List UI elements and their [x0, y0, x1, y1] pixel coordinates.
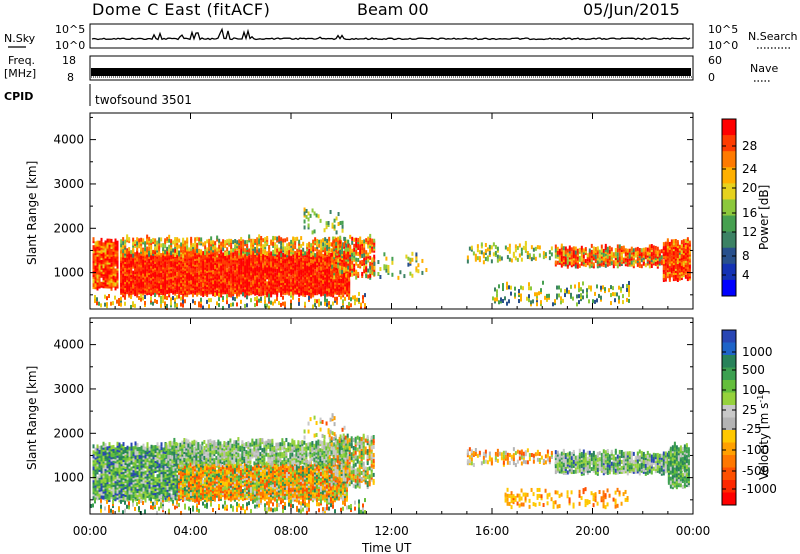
time-axis-label: Time UT — [361, 541, 412, 554]
date-label: 05/Jun/2015 — [583, 0, 680, 19]
time-tick-label-5: 20:00 — [575, 524, 610, 538]
nsky-trace — [92, 29, 690, 39]
time-tick-label-4: 16:00 — [475, 524, 510, 538]
freq-strip: Freq. [MHz] 18 8 60 0 Nave — [4, 54, 778, 84]
freq-tick-bottom: 8 — [67, 71, 74, 84]
velocity-colorbar-tick-label-1: 500 — [742, 363, 765, 377]
power-colorbar-tick-label-2: 20 — [742, 181, 757, 195]
power-colorbar-swatch-2 — [722, 151, 736, 168]
cpid-strip: CPID twofsound 3501 — [4, 84, 192, 107]
time-tick-label-0: 00:00 — [73, 524, 108, 538]
freq-tick-top: 18 — [62, 54, 76, 67]
time-tick-label-2: 08:00 — [274, 524, 309, 538]
velocity-colorbar-swatch-11 — [722, 468, 736, 481]
power-ytick-label-1: 2000 — [53, 221, 84, 235]
cpid-value: twofsound 3501 — [95, 93, 192, 107]
station-title: Dome C East (fitACF) — [92, 0, 270, 19]
time-tick-label-1: 04:00 — [173, 524, 208, 538]
power-colorbar-tick-label-6: 4 — [742, 268, 750, 282]
power-ytick-label-0: 1000 — [53, 266, 84, 280]
power-colorbar-swatch-10 — [722, 280, 736, 297]
power-colorbar-tick-label-0: 28 — [742, 139, 757, 153]
velocity-colorbar-swatch-6 — [722, 405, 736, 418]
nave-tick-bottom: 0 — [708, 71, 715, 84]
power-colorbar-tick-label-3: 16 — [742, 206, 757, 220]
nsearch-tick-bottom: 10^0 — [708, 39, 738, 52]
power-colorbar-tick-label-4: 12 — [742, 225, 757, 239]
velocity-data-area — [90, 413, 690, 515]
nsky-strip: N.Sky 10^5 10^0 10^5 10^0 N.Search — [4, 23, 798, 52]
power-data-area — [93, 208, 691, 310]
nsky-tick-bottom: 10^0 — [55, 39, 85, 52]
velocity-colorbar-label-sup: -1 — [756, 395, 765, 403]
nsearch-tick-top: 10^5 — [708, 23, 738, 36]
velocity-colorbar-swatch-3 — [722, 368, 736, 381]
power-panel: 1000 2000 3000 4000 Slant Range [km] 28 24 20… — [25, 113, 771, 310]
nave-tick-top: 60 — [708, 54, 722, 67]
power-colorbar-swatch-9 — [722, 264, 736, 281]
power-colorbar-tick-label-1: 24 — [742, 162, 757, 176]
power-ylabel: Slant Range [km] — [25, 161, 39, 265]
velocity-colorbar-label-main: Velocity [m s — [757, 403, 771, 480]
velocity-colorbar-swatch-12 — [722, 480, 736, 493]
nsearch-label: N.Search — [748, 30, 798, 43]
power-ytick-label-2: 3000 — [53, 177, 84, 191]
velocity-ytick-label-0: 1000 — [53, 471, 84, 485]
nsky-tick-top: 10^5 — [55, 23, 85, 36]
freq-trace — [91, 68, 691, 76]
velocity-colorbar-swatch-9 — [722, 443, 736, 456]
velocity-ytick-label-2: 3000 — [53, 382, 84, 396]
velocity-colorbar-swatch-8 — [722, 430, 736, 443]
freq-unit: [MHz] — [4, 67, 36, 80]
time-tick-label-3: 12:00 — [374, 524, 409, 538]
nsky-line — [92, 29, 690, 39]
radar-summary-figure: Dome C East (fitACF) Beam 00 05/Jun/2015… — [0, 0, 800, 554]
velocity-colorbar-swatch-4 — [722, 380, 736, 393]
power-colorbar-label: Power [dB] — [757, 185, 771, 250]
velocity-colorbar-tick-label-3: 25 — [742, 403, 757, 417]
velocity-colorbar-swatch-13 — [722, 493, 736, 506]
velocity-ytick-label-3: 4000 — [53, 338, 84, 352]
power-colorbar-swatch-5 — [722, 199, 736, 216]
power-colorbar-swatch-7 — [722, 232, 736, 249]
velocity-colorbar-tick-label-0: 1000 — [742, 345, 773, 359]
cpid-label: CPID — [4, 90, 33, 103]
power-colorbar: 28 24 20 16 12 8 4 — [722, 119, 757, 297]
velocity-ytick-label-1: 2000 — [53, 426, 84, 440]
beam-label: Beam 00 — [357, 0, 429, 19]
velocity-panel: 1000 2000 3000 4000 Slant Range [km] 1000 50… — [25, 113, 777, 554]
time-tick-label-6: 00:00 — [676, 524, 711, 538]
velocity-colorbar-swatch-10 — [722, 455, 736, 468]
velocity-colorbar-swatch-2 — [722, 355, 736, 368]
velocity-colorbar-swatch-5 — [722, 393, 736, 406]
power-colorbar-swatch-3 — [722, 167, 736, 184]
nave-label: Nave — [750, 62, 778, 75]
velocity-colorbar-label: Velocity [m s-1] — [756, 390, 771, 480]
power-colorbar-swatch-1 — [722, 135, 736, 152]
velocity-ylabel: Slant Range [km] — [25, 366, 39, 470]
power-colorbar-swatch-6 — [722, 216, 736, 233]
power-colorbar-tick-label-5: 8 — [742, 249, 750, 263]
freq-label: Freq. — [8, 54, 35, 67]
power-ytick-label-3: 4000 — [53, 133, 84, 147]
velocity-colorbar-swatch-0 — [722, 330, 736, 343]
power-colorbar-swatch-0 — [722, 119, 736, 136]
velocity-colorbar-tick-label-7: -1000 — [742, 482, 777, 496]
power-colorbar-swatch-4 — [722, 183, 736, 200]
nsky-label: N.Sky — [4, 32, 36, 45]
velocity-colorbar-swatch-1 — [722, 343, 736, 356]
